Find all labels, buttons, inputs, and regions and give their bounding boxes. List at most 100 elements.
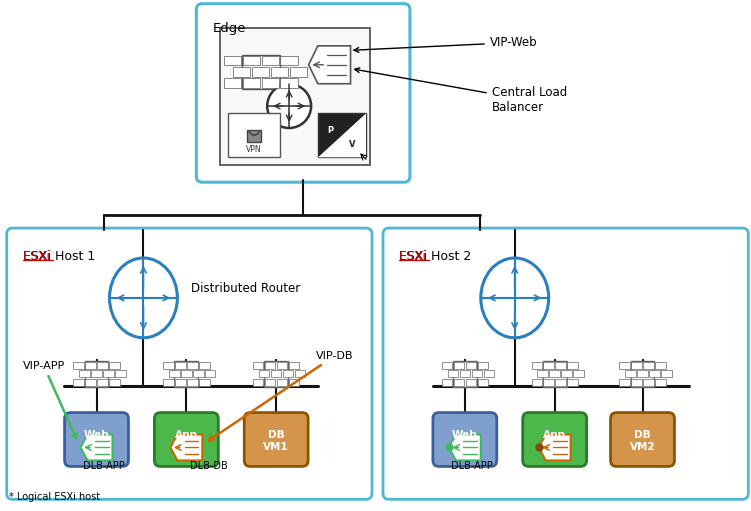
Bar — [484, 370, 494, 377]
Text: VIP-APP: VIP-APP — [23, 361, 77, 438]
Bar — [460, 370, 470, 377]
Bar — [453, 361, 477, 387]
FancyBboxPatch shape — [7, 228, 372, 499]
Bar — [92, 370, 101, 377]
Bar — [243, 78, 260, 88]
Text: VM1: VM1 — [173, 443, 199, 452]
Bar — [280, 56, 298, 65]
Text: DLB-DB: DLB-DB — [190, 461, 228, 472]
Bar — [448, 370, 458, 377]
FancyBboxPatch shape — [523, 412, 587, 467]
Bar — [224, 56, 241, 65]
Bar — [283, 370, 294, 377]
Bar — [289, 379, 300, 386]
Bar — [568, 361, 578, 368]
Bar — [193, 370, 204, 377]
Bar — [626, 370, 635, 377]
Text: * Logical ESXi host: * Logical ESXi host — [9, 492, 100, 502]
FancyBboxPatch shape — [611, 412, 674, 467]
Bar — [632, 361, 641, 368]
Text: ESXi Host 2: ESXi Host 2 — [399, 250, 471, 263]
Text: App: App — [543, 430, 566, 439]
Bar — [174, 361, 198, 387]
Text: VIP-DB: VIP-DB — [209, 351, 354, 440]
Text: VM1: VM1 — [83, 443, 110, 452]
Bar — [264, 361, 288, 387]
Text: VM2: VM2 — [629, 443, 656, 452]
Bar — [199, 361, 210, 368]
Bar — [454, 361, 464, 368]
Bar — [442, 379, 452, 386]
Text: Edge: Edge — [213, 21, 246, 35]
Bar — [253, 361, 264, 368]
Bar — [532, 361, 542, 368]
Polygon shape — [80, 434, 113, 460]
Bar — [472, 370, 482, 377]
Bar — [544, 361, 554, 368]
Bar — [478, 379, 488, 386]
Bar — [259, 370, 270, 377]
Ellipse shape — [110, 258, 177, 338]
Bar — [644, 379, 653, 386]
Text: Web: Web — [452, 430, 478, 439]
Text: ESXi Host 1: ESXi Host 1 — [23, 250, 95, 263]
Bar — [265, 361, 276, 368]
Bar — [86, 361, 95, 368]
Bar — [110, 361, 119, 368]
Bar — [242, 55, 279, 88]
Bar — [187, 379, 198, 386]
Bar — [261, 78, 279, 88]
Bar — [271, 370, 282, 377]
Polygon shape — [309, 46, 351, 84]
Bar — [466, 361, 476, 368]
Polygon shape — [449, 434, 481, 460]
Bar — [574, 370, 584, 377]
FancyBboxPatch shape — [383, 228, 748, 499]
Bar — [556, 361, 566, 368]
Text: Central Load
Balancer: Central Load Balancer — [354, 68, 567, 114]
Bar — [620, 361, 630, 368]
Bar — [252, 67, 270, 77]
Bar — [74, 361, 84, 368]
Polygon shape — [170, 434, 202, 460]
Text: DB: DB — [268, 430, 285, 439]
Bar — [656, 361, 665, 368]
Bar — [85, 361, 108, 387]
Text: App: App — [175, 430, 198, 439]
Bar — [205, 370, 216, 377]
FancyBboxPatch shape — [433, 412, 496, 467]
Bar — [277, 361, 288, 368]
Text: P: P — [327, 126, 333, 134]
Bar — [620, 379, 630, 386]
Bar — [220, 28, 370, 165]
Bar — [261, 56, 279, 65]
FancyBboxPatch shape — [65, 412, 128, 467]
FancyBboxPatch shape — [196, 4, 410, 182]
Bar — [98, 379, 107, 386]
Bar — [271, 67, 288, 77]
Bar — [289, 361, 300, 368]
Bar — [104, 370, 113, 377]
Bar — [454, 379, 464, 386]
Bar — [86, 379, 95, 386]
Bar — [442, 361, 452, 368]
Bar — [638, 370, 647, 377]
FancyBboxPatch shape — [244, 412, 308, 467]
Text: V: V — [348, 141, 355, 150]
Bar — [169, 370, 179, 377]
Bar — [228, 113, 280, 157]
Ellipse shape — [267, 84, 311, 128]
Bar — [233, 67, 250, 77]
Bar — [277, 379, 288, 386]
Bar — [550, 370, 559, 377]
Bar — [650, 370, 659, 377]
Bar — [568, 379, 578, 386]
Bar — [74, 379, 84, 386]
Bar — [181, 370, 192, 377]
Bar — [656, 379, 665, 386]
Bar — [175, 361, 185, 368]
Bar — [290, 67, 307, 77]
Text: DLB-APP: DLB-APP — [451, 461, 493, 472]
Bar — [80, 370, 89, 377]
Bar — [562, 370, 572, 377]
